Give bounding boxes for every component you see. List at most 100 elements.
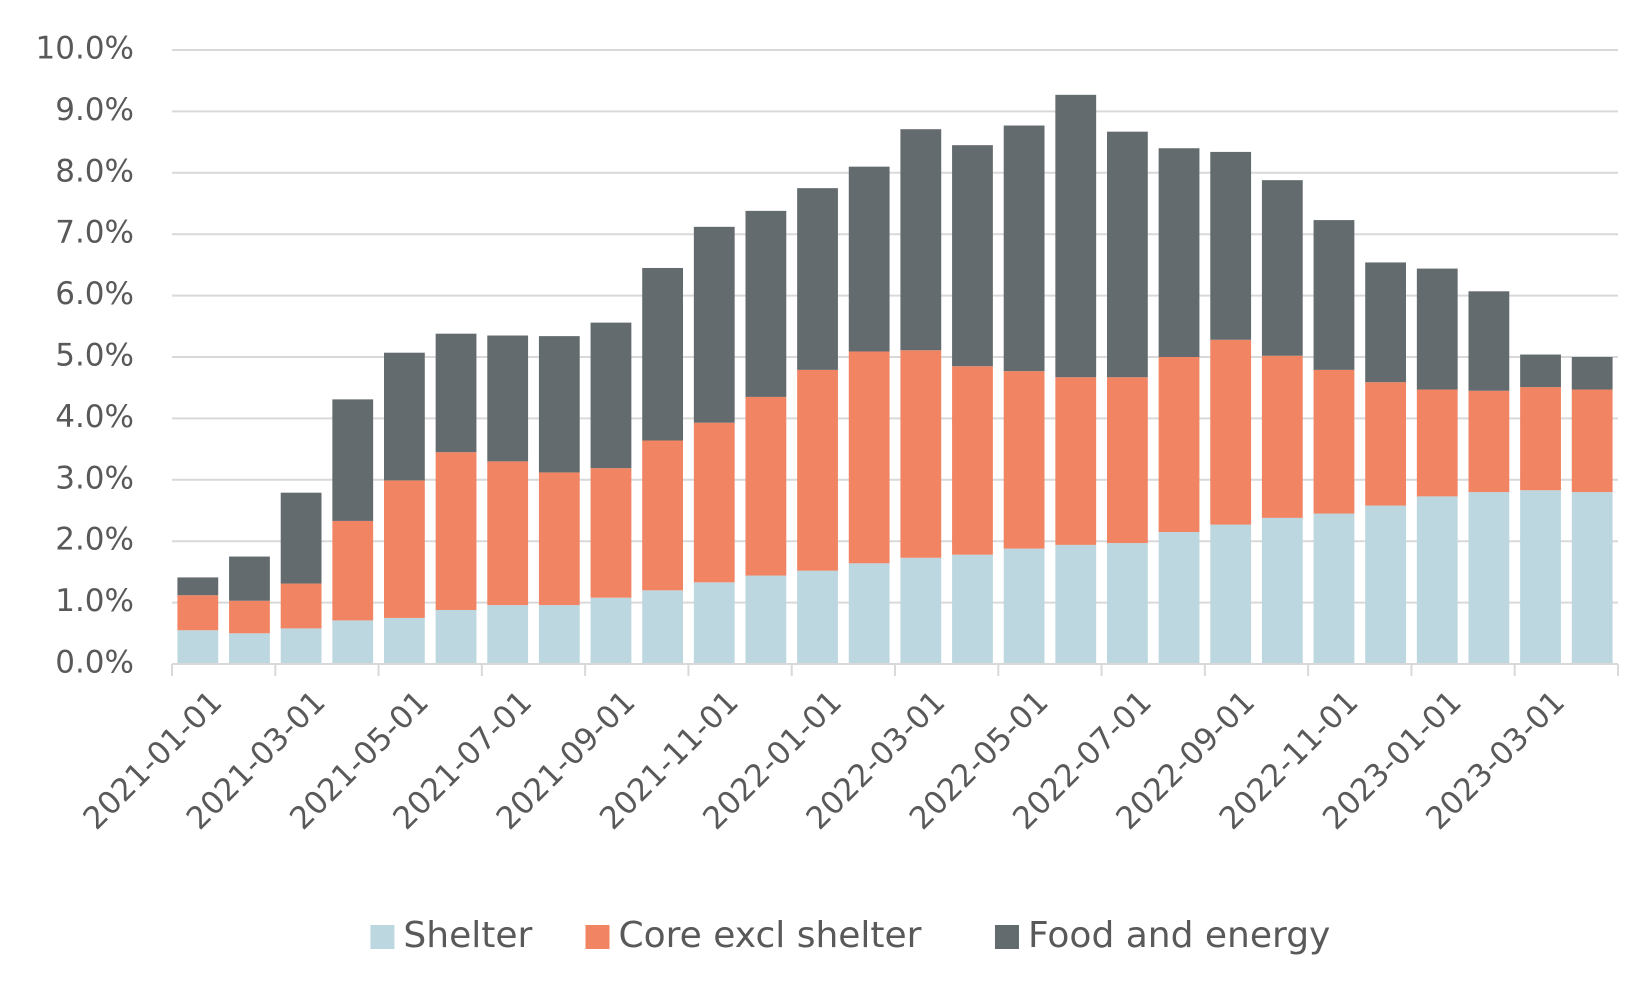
y-tick-label: 7.0% [55, 215, 134, 251]
bar-segment-shelter [487, 605, 529, 664]
bar-segment-shelter [1520, 490, 1561, 664]
legend-label: Food and energy [1028, 915, 1330, 956]
y-tick-label: 8.0% [55, 153, 134, 189]
bar-segment-food-and-energy [642, 267, 684, 441]
y-axis-tick-labels: 0.0% 1.0% 2.0% 3.0% 4.0% 5.0% 6.0% 7.0% 8.0% 9.0%… [36, 31, 134, 681]
bar-segment-food-and-energy [383, 352, 425, 481]
bar-segment-core-excl-shelter [332, 520, 374, 621]
bar-segment-food-and-energy [177, 577, 219, 596]
bar-segment-shelter [280, 628, 322, 664]
bar-segment-core-excl-shelter [642, 440, 684, 591]
bar-segment-shelter [332, 620, 374, 664]
bar-segment-shelter [229, 633, 270, 664]
bar-segment-core-excl-shelter [590, 468, 632, 598]
bar-segment-food-and-energy [1003, 125, 1045, 372]
bar-segment-food-and-energy [332, 399, 374, 521]
bar-segment-food-and-energy [590, 322, 632, 469]
bar-segment-shelter [1210, 524, 1252, 664]
y-tick-label: 4.0% [55, 399, 134, 435]
bar-segment-shelter [900, 557, 942, 664]
bar-segment-shelter [1571, 492, 1613, 664]
bar-segment-core-excl-shelter [1055, 377, 1097, 545]
bar-segment-food-and-energy [1158, 148, 1200, 357]
bar-segment-shelter [1003, 548, 1045, 664]
legend-label: Shelter [403, 915, 532, 956]
bar-segment-food-and-energy [1261, 180, 1303, 356]
bar-segment-shelter [1055, 544, 1097, 664]
legend-item-core-excl-shelter: Core excl shelter [585, 915, 922, 956]
bar-segment-food-and-energy [487, 335, 529, 462]
bar-segment-food-and-energy [1313, 220, 1355, 370]
bar-segment-food-and-energy [280, 492, 322, 584]
bar-segment-shelter [745, 575, 787, 664]
bar-segment-food-and-energy [1416, 268, 1458, 390]
bar-segment-core-excl-shelter [900, 350, 942, 558]
y-tick-label: 2.0% [55, 522, 134, 558]
legend-swatch [994, 925, 1019, 949]
y-tick-label: 5.0% [55, 338, 134, 374]
bar-segment-core-excl-shelter [1571, 389, 1613, 493]
bar-segment-shelter [1106, 543, 1148, 664]
bar-segment-food-and-energy [1055, 94, 1097, 378]
bar-segment-shelter [848, 563, 890, 664]
bar-segment-core-excl-shelter [1520, 387, 1561, 491]
bar-segment-core-excl-shelter [952, 366, 993, 555]
x-axis-tick-labels: 2021-01-012021-03-012021-05-012021-07-01… [76, 684, 1572, 837]
legend-swatch [370, 925, 395, 949]
y-tick-label: 9.0% [55, 92, 134, 128]
bar-segment-core-excl-shelter [1468, 390, 1510, 493]
bar-segment-core-excl-shelter [280, 583, 322, 629]
legend: Shelter Core excl shelter Food and energy [370, 915, 1330, 956]
bar-segment-food-and-energy [1365, 262, 1407, 383]
bar-segment-core-excl-shelter [1365, 382, 1407, 506]
bar-segment-food-and-energy [229, 556, 270, 601]
bar-segment-core-excl-shelter [435, 452, 477, 610]
bar-segment-food-and-energy [1210, 151, 1252, 340]
bar-segment-core-excl-shelter [538, 472, 580, 606]
bar-segment-core-excl-shelter [1313, 369, 1355, 514]
bar-segment-shelter [383, 617, 425, 664]
bar-segment-core-excl-shelter [177, 595, 219, 631]
bar-segment-core-excl-shelter [693, 422, 735, 583]
bar-segment-core-excl-shelter [1416, 389, 1458, 497]
y-tick-label: 10.0% [36, 31, 134, 67]
y-tick-label: 0.0% [55, 645, 134, 681]
bar-segment-shelter [435, 609, 477, 664]
bar-segment-core-excl-shelter [797, 369, 838, 571]
bar-segment-food-and-energy [1106, 131, 1148, 378]
bar-segment-shelter [177, 630, 219, 664]
bar-segment-core-excl-shelter [1261, 355, 1303, 518]
y-tick-label: 3.0% [55, 460, 134, 496]
legend-item-food-and-energy: Food and energy [994, 915, 1330, 956]
bar-segment-shelter [1158, 531, 1200, 664]
bar-segment-shelter [642, 590, 684, 664]
bar-segment-food-and-energy [435, 333, 477, 453]
bar-segment-food-and-energy [1520, 354, 1561, 388]
legend-label: Core excl shelter [619, 915, 922, 956]
bar-segment-core-excl-shelter [229, 600, 270, 634]
bar-segment-food-and-energy [900, 129, 942, 351]
bar-segment-shelter [693, 582, 735, 664]
bar-segment-core-excl-shelter [383, 480, 425, 618]
y-tick-label: 6.0% [55, 276, 134, 312]
bar-segment-food-and-energy [952, 145, 993, 367]
bar-segment-core-excl-shelter [1106, 377, 1148, 544]
bar-segment-shelter [1313, 513, 1355, 664]
bar-segment-core-excl-shelter [487, 461, 529, 606]
bar-segment-food-and-energy [538, 336, 580, 473]
legend-swatch [585, 925, 610, 949]
bar-segment-core-excl-shelter [1003, 371, 1045, 549]
bar-segment-shelter [1468, 492, 1510, 664]
bar-segment-shelter [590, 597, 632, 664]
bar-segment-food-and-energy [848, 166, 890, 352]
bar-segment-food-and-energy [797, 188, 838, 370]
bar-segment-shelter [1261, 517, 1303, 664]
bar-segment-shelter [1416, 496, 1458, 664]
bar-segment-core-excl-shelter [745, 396, 787, 576]
bar-segment-shelter [952, 554, 993, 664]
bar-segment-shelter [797, 570, 838, 664]
legend-item-shelter: Shelter [370, 915, 533, 956]
y-tick-label: 1.0% [55, 583, 134, 619]
bar-segment-core-excl-shelter [848, 351, 890, 564]
